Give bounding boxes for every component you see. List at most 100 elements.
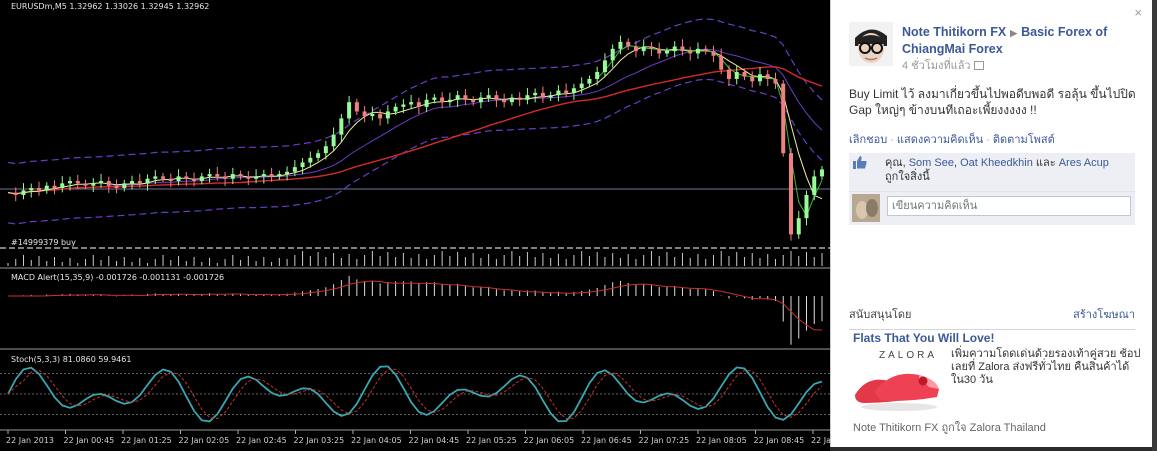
candle-body xyxy=(796,218,801,235)
candle-body xyxy=(695,48,700,54)
candle-body xyxy=(478,97,483,103)
candle-body xyxy=(486,95,491,98)
candle-body xyxy=(91,183,96,186)
timestamp-text[interactable]: 4 ชั่วโมงที่แล้ว xyxy=(902,60,971,72)
candle-body xyxy=(37,188,42,191)
time-tick-label: 22 Jan 04:05 xyxy=(351,436,402,445)
comment-input[interactable] xyxy=(887,196,1131,216)
candle-body xyxy=(680,46,685,52)
candle-body xyxy=(788,153,793,235)
candle-body xyxy=(432,97,437,100)
ad-social-context: Note Thitikorn FX ถูกใจ Zalora Thailand xyxy=(853,422,1046,434)
post-body: Buy Limit ไว้ ลงมาเกี่ยวขึ้นไปพอดีบพอดี … xyxy=(849,87,1136,117)
likes-prefix: คุณ, xyxy=(885,157,906,169)
post-timestamp: 4 ชั่วโมงที่แล้ว xyxy=(902,56,984,74)
candle-body xyxy=(509,97,514,103)
candle-body xyxy=(812,176,817,195)
author-avatar[interactable] xyxy=(849,22,893,66)
time-tick-label: 22 Jan 02:05 xyxy=(178,436,230,445)
candle-body xyxy=(184,176,189,179)
group-link[interactable]: Basic Forex of ChiangMai Forex xyxy=(902,25,1108,56)
candle-body xyxy=(308,157,313,163)
candle-body xyxy=(742,72,747,77)
likes-summary: คุณ, Som See, Oat Kheedkhin และ Ares Acu… xyxy=(849,153,1135,191)
liker-link[interactable]: Ares Acup xyxy=(1058,157,1109,169)
ad-title[interactable]: Flats That You Will Love! xyxy=(853,331,995,345)
candle-body xyxy=(424,99,429,107)
comment-composer xyxy=(849,191,1135,225)
unlike-link[interactable]: เลิกชอบ xyxy=(849,134,888,146)
candle-body xyxy=(455,95,460,100)
post-actions: เลิกชอบ · แสดงความคิดเห็น · ติดตามโพสต์ xyxy=(849,130,1055,148)
author-link[interactable]: Note Thitikorn FX xyxy=(902,25,1007,39)
bollinger-upper xyxy=(7,18,823,165)
thumbs-up-icon xyxy=(853,156,867,169)
candle-body xyxy=(269,174,274,177)
candle-body xyxy=(804,194,809,219)
stoch-signal-line xyxy=(7,368,823,420)
time-tick-label: 22 Jan 2013 xyxy=(6,436,54,445)
candle-body xyxy=(130,181,135,184)
comment-link[interactable]: แสดงความคิดเห็น xyxy=(896,134,984,146)
macd-label: MACD Alert(15,35,9) -0.001726 -0.001131 … xyxy=(11,273,225,282)
stoch-main-line xyxy=(7,365,823,423)
time-tick-label: 22 Jan 08:05 xyxy=(696,436,747,445)
candle-body xyxy=(618,41,623,49)
chart-canvas[interactable] xyxy=(0,0,830,451)
liker-link[interactable]: Som See xyxy=(908,157,954,169)
candle-body xyxy=(114,185,119,188)
candle-body xyxy=(726,69,731,79)
candle-body xyxy=(471,99,476,103)
viewer-avatar xyxy=(852,194,880,222)
window-edge xyxy=(1152,0,1157,451)
order-label: #14999379 buy xyxy=(11,238,76,247)
candle-body xyxy=(610,48,615,61)
candle-body xyxy=(223,176,228,179)
candle-body xyxy=(316,153,321,158)
candle-body xyxy=(548,95,553,98)
candle-body xyxy=(719,55,724,70)
candle-body xyxy=(60,183,65,188)
time-tick-label: 22 Jan 07:25 xyxy=(638,436,690,445)
time-tick-label: 22 Jan 06:45 xyxy=(581,436,632,445)
candle-body xyxy=(215,174,220,177)
candle-body xyxy=(440,97,445,103)
create-ad-link[interactable]: สร้างโฆษณา xyxy=(1073,309,1135,321)
time-tick-label: 22 Jan 01:25 xyxy=(121,436,172,445)
candle-body xyxy=(703,48,708,52)
time-tick-label: 22 Jan xyxy=(811,436,837,445)
liker-link[interactable]: Oat Kheedkhin xyxy=(960,157,1033,169)
candle-body xyxy=(44,185,49,191)
candle-body xyxy=(641,46,646,52)
candle-body xyxy=(137,181,142,184)
bollinger-lower xyxy=(7,78,823,225)
close-icon[interactable]: × xyxy=(1134,5,1142,20)
arrow-right-icon: ▶ xyxy=(1010,28,1018,38)
follow-post-link[interactable]: ติดตามโพสต์ xyxy=(992,134,1055,146)
candle-body xyxy=(595,72,600,79)
likes-joiner: และ xyxy=(1035,157,1056,169)
candle-body xyxy=(416,102,421,107)
separator-dot: · xyxy=(986,134,990,146)
time-tick-label: 22 Jan 06:05 xyxy=(523,436,575,445)
time-tick-label: 22 Jan 04:45 xyxy=(408,436,460,445)
candle-body xyxy=(277,174,282,177)
candle-body xyxy=(757,74,762,82)
ad-image-shoes[interactable]: ZALORA xyxy=(849,345,945,417)
candle-body xyxy=(75,181,80,184)
likes-suffix: ถูกใจสิ่งนี้ xyxy=(885,171,930,183)
separator-dot: · xyxy=(890,134,894,146)
macd-signal-line xyxy=(8,280,823,331)
candle-body xyxy=(192,178,197,182)
candle-body xyxy=(734,72,739,79)
candle-body xyxy=(168,178,173,182)
chart-background xyxy=(0,0,830,451)
trading-chart[interactable]: EURUSDm,M5 1.32962 1.33026 1.32945 1.329… xyxy=(0,0,836,451)
candle-body xyxy=(83,183,88,186)
ad-description: เพิ่มความโดดเด่นด้วยรองเท้าคู่สวย ช้อปเล… xyxy=(951,348,1141,386)
candle-body xyxy=(525,95,530,100)
candle-body xyxy=(153,176,158,179)
candle-body xyxy=(13,192,18,195)
candle-body xyxy=(238,174,243,177)
chart-header: EURUSDm,M5 1.32962 1.33026 1.32945 1.329… xyxy=(11,2,210,11)
